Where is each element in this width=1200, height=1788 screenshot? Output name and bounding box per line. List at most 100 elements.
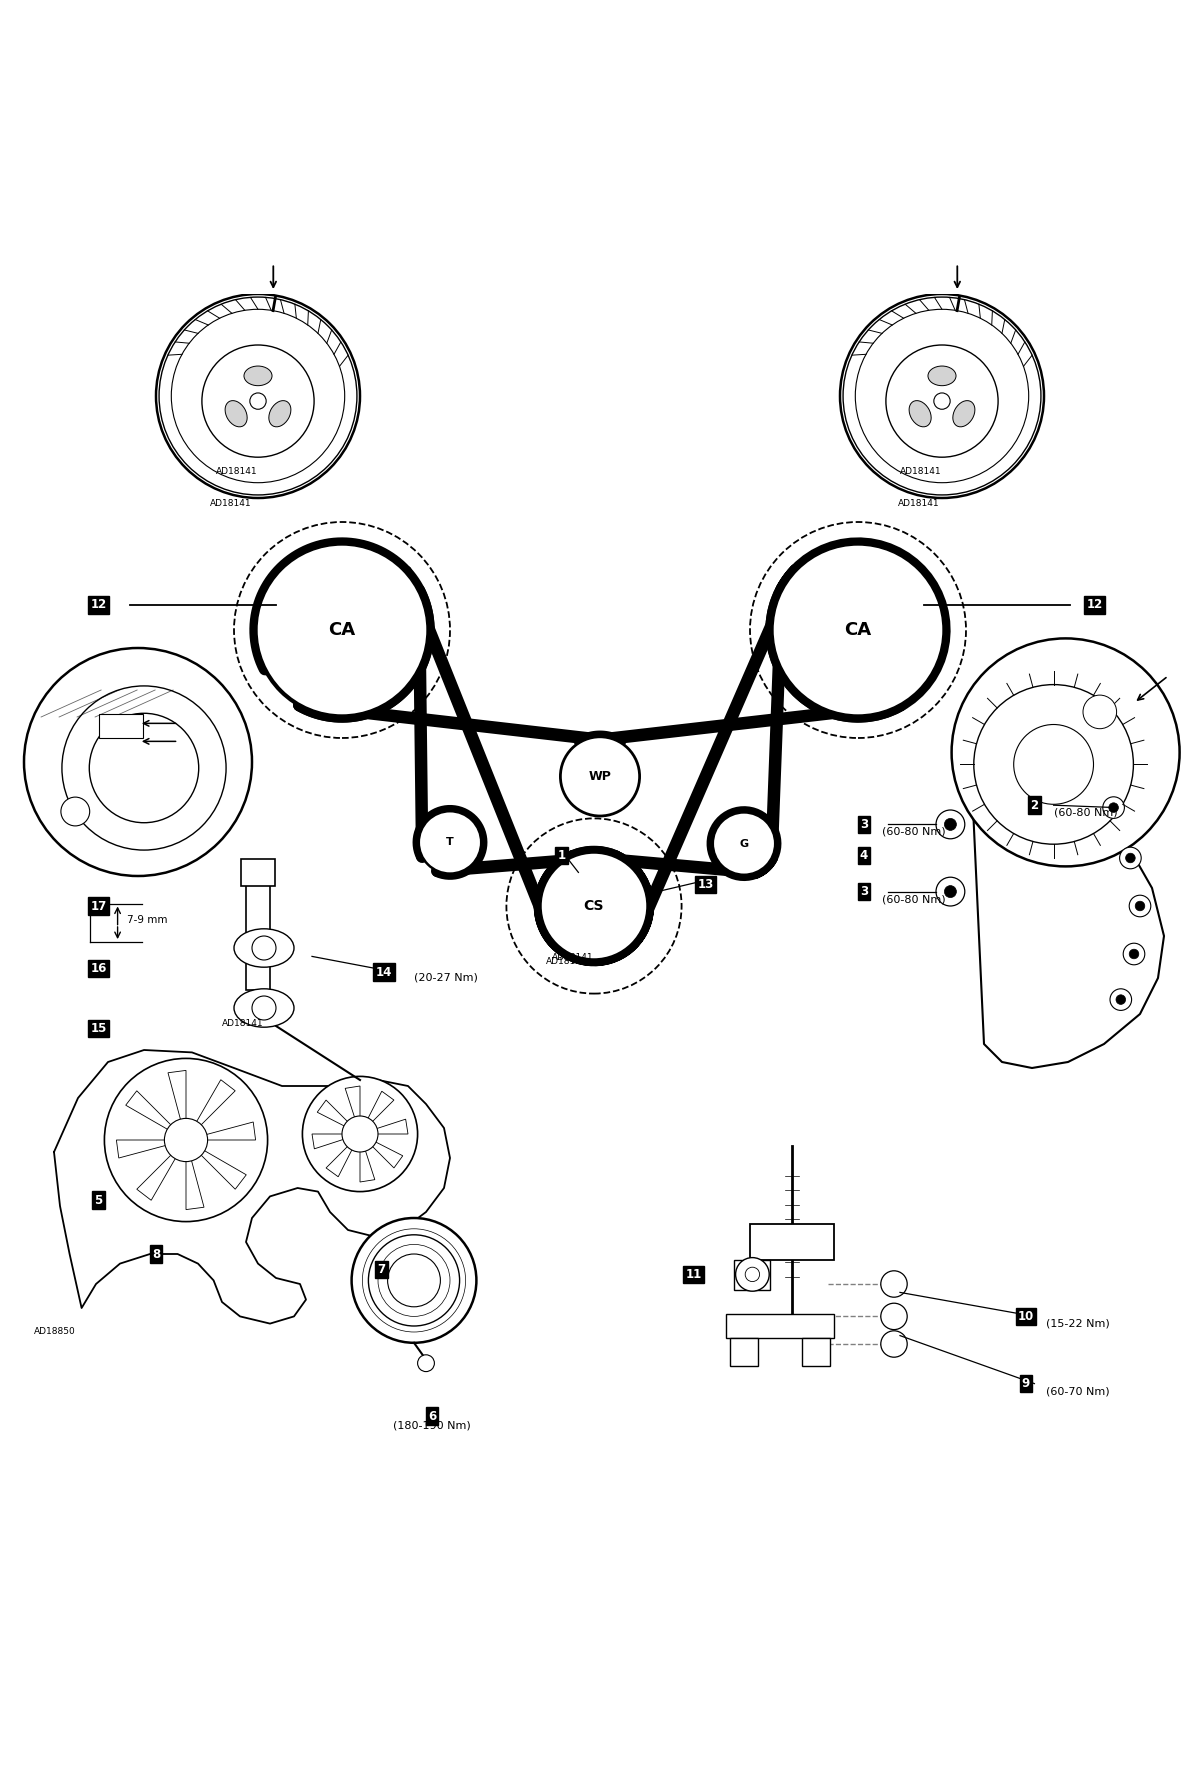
Text: 15: 15	[90, 1023, 107, 1035]
Polygon shape	[186, 1141, 246, 1189]
Circle shape	[1120, 848, 1141, 869]
Circle shape	[736, 1257, 769, 1291]
FancyBboxPatch shape	[730, 1337, 758, 1366]
Text: AD18141: AD18141	[210, 499, 252, 508]
FancyBboxPatch shape	[100, 713, 143, 738]
Circle shape	[881, 1330, 907, 1357]
Text: 12: 12	[90, 599, 107, 611]
Circle shape	[881, 1303, 907, 1330]
Circle shape	[342, 1116, 378, 1151]
Circle shape	[1084, 696, 1116, 730]
Circle shape	[256, 544, 428, 717]
Circle shape	[24, 647, 252, 876]
Text: 17: 17	[90, 899, 107, 912]
Ellipse shape	[226, 401, 247, 427]
Text: 7-9 mm: 7-9 mm	[127, 915, 168, 926]
Circle shape	[1103, 797, 1124, 819]
Text: AD18141: AD18141	[900, 467, 942, 476]
Ellipse shape	[269, 401, 290, 427]
Circle shape	[772, 544, 944, 717]
Text: 1: 1	[558, 849, 565, 862]
Text: (180-190 Nm): (180-190 Nm)	[394, 1421, 470, 1430]
Polygon shape	[360, 1091, 394, 1134]
Circle shape	[974, 685, 1133, 844]
Text: WP: WP	[588, 771, 612, 783]
Ellipse shape	[953, 401, 974, 427]
Circle shape	[944, 885, 956, 898]
Circle shape	[61, 797, 90, 826]
Text: AD18850: AD18850	[34, 1327, 76, 1336]
FancyBboxPatch shape	[241, 860, 275, 885]
Text: 6: 6	[428, 1409, 436, 1423]
Polygon shape	[360, 1134, 374, 1182]
Circle shape	[540, 853, 648, 960]
Text: AD18141: AD18141	[222, 1019, 264, 1028]
Circle shape	[936, 810, 965, 839]
Text: AD18141: AD18141	[898, 499, 940, 508]
Circle shape	[250, 393, 266, 409]
Polygon shape	[326, 1134, 360, 1177]
Circle shape	[936, 878, 965, 907]
Circle shape	[104, 1058, 268, 1221]
Text: 7: 7	[378, 1262, 385, 1277]
Circle shape	[934, 393, 950, 409]
FancyBboxPatch shape	[726, 1314, 834, 1337]
Polygon shape	[126, 1091, 186, 1141]
Polygon shape	[137, 1141, 186, 1200]
Polygon shape	[346, 1085, 360, 1134]
Text: (15-22 Nm): (15-22 Nm)	[1046, 1318, 1110, 1328]
Circle shape	[252, 935, 276, 960]
Text: CS: CS	[583, 899, 605, 914]
Circle shape	[368, 1236, 460, 1327]
Circle shape	[1110, 989, 1132, 1010]
Text: 14: 14	[376, 966, 392, 978]
Text: (60-80 Nm): (60-80 Nm)	[1054, 808, 1117, 817]
Polygon shape	[360, 1119, 408, 1134]
Polygon shape	[168, 1071, 186, 1141]
Text: 16: 16	[90, 962, 107, 974]
Circle shape	[1109, 803, 1118, 812]
FancyBboxPatch shape	[750, 1225, 834, 1261]
FancyBboxPatch shape	[734, 1261, 770, 1289]
Circle shape	[886, 345, 998, 458]
Ellipse shape	[234, 989, 294, 1026]
Ellipse shape	[234, 928, 294, 967]
Ellipse shape	[928, 367, 956, 386]
Circle shape	[302, 1076, 418, 1191]
Circle shape	[1116, 994, 1126, 1005]
Text: 4: 4	[860, 849, 868, 862]
Polygon shape	[116, 1141, 186, 1159]
Circle shape	[1126, 853, 1135, 864]
Circle shape	[1129, 896, 1151, 917]
Circle shape	[164, 1119, 208, 1162]
Text: (20-27 Nm): (20-27 Nm)	[414, 973, 478, 983]
Circle shape	[252, 996, 276, 1019]
Text: (60-80 Nm): (60-80 Nm)	[882, 896, 946, 905]
Circle shape	[713, 812, 775, 874]
Circle shape	[352, 1218, 476, 1343]
Text: 3: 3	[860, 817, 868, 831]
Polygon shape	[360, 1134, 403, 1168]
Circle shape	[418, 1355, 434, 1371]
Circle shape	[560, 737, 640, 815]
Text: G: G	[739, 839, 749, 849]
Text: 2: 2	[1031, 799, 1038, 812]
Polygon shape	[186, 1123, 256, 1141]
Text: (60-70 Nm): (60-70 Nm)	[1046, 1387, 1110, 1396]
FancyBboxPatch shape	[246, 881, 270, 991]
Polygon shape	[186, 1141, 204, 1210]
FancyBboxPatch shape	[802, 1337, 830, 1366]
Ellipse shape	[910, 401, 931, 427]
Text: AD18141: AD18141	[552, 953, 594, 962]
Text: 13: 13	[697, 878, 714, 890]
Text: (60-80 Nm): (60-80 Nm)	[882, 826, 946, 837]
Text: 10: 10	[1018, 1311, 1034, 1323]
Circle shape	[202, 345, 314, 458]
Polygon shape	[317, 1100, 360, 1134]
Text: 12: 12	[1086, 599, 1103, 611]
Circle shape	[944, 819, 956, 830]
Text: 5: 5	[95, 1194, 102, 1207]
Circle shape	[745, 1268, 760, 1282]
Circle shape	[419, 812, 481, 874]
Polygon shape	[312, 1134, 360, 1150]
